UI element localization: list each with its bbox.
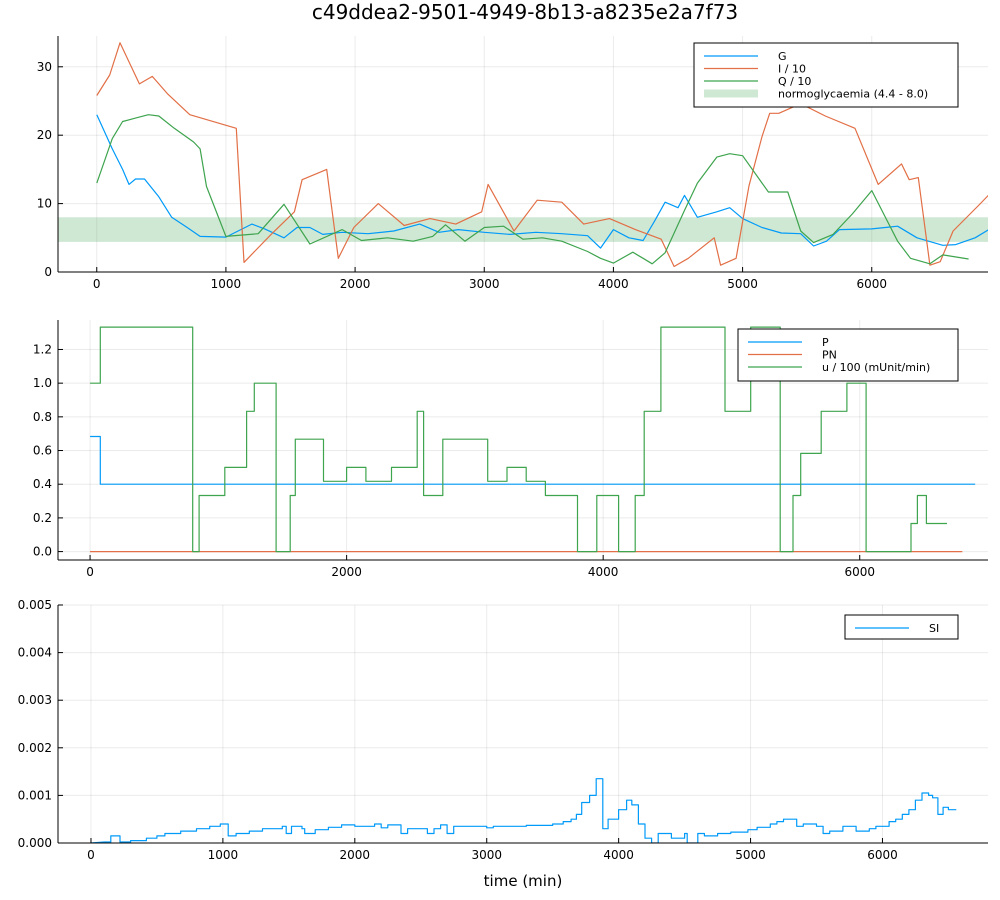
y-tick-label: 0.2 <box>33 511 52 525</box>
x-tick-label: 1000 <box>208 848 239 862</box>
figure-title: c49ddea2-9501-4949-8b13-a8235e2a7f73 <box>312 0 738 24</box>
legend-label: G <box>778 50 787 63</box>
legend-label: u / 100 (mUnit/min) <box>822 361 930 374</box>
series-line-p <box>90 435 976 485</box>
y-tick-label: 20 <box>37 128 52 142</box>
x-tick-label: 2000 <box>340 848 371 862</box>
x-tick-label: 1000 <box>211 277 242 291</box>
series-line-u-100-munit-min <box>90 326 947 553</box>
x-tick-label: 6000 <box>867 848 898 862</box>
legend-label: normoglycaemia (4.4 - 8.0) <box>778 88 928 101</box>
series-line-g <box>96 114 988 249</box>
x-tick-label: 2000 <box>340 277 371 291</box>
x-tick-label: 5000 <box>727 277 758 291</box>
y-tick-label: 0.001 <box>18 788 52 802</box>
x-tick-label: 2000 <box>331 565 362 579</box>
series-line-q-10 <box>96 114 969 265</box>
y-tick-label: 0.000 <box>18 836 52 850</box>
y-tick-label: 0.003 <box>18 693 52 707</box>
legend-label: P <box>822 336 829 349</box>
x-tick-label: 0 <box>93 277 101 291</box>
x-tick-label: 3000 <box>469 277 500 291</box>
legend: SI <box>844 614 959 640</box>
x-tick-label: 6000 <box>856 277 887 291</box>
y-tick-label: 30 <box>37 60 52 74</box>
legend-label: PN <box>822 349 837 362</box>
series-line-si <box>90 778 957 843</box>
legend-box <box>844 614 959 640</box>
legend-label: Q / 10 <box>778 75 811 88</box>
y-tick-label: 0.002 <box>18 741 52 755</box>
legend-label: SI <box>929 622 939 635</box>
chart-panel-1: 0 1000 2000 3000 4000 5000 6000 0 10 20 30 GI / 10Q… <box>37 36 988 291</box>
y-tick-label: 0 <box>44 265 52 279</box>
legend-label: I / 10 <box>778 63 806 76</box>
chart-panel-3: 0 1000 2000 3000 4000 5000 6000 0.000 0.001 0.002… <box>18 598 988 890</box>
legend-box <box>693 42 959 108</box>
y-tick-label: 0.005 <box>18 598 52 612</box>
x-tick-label: 0 <box>86 565 94 579</box>
y-tick-label: 0.6 <box>33 444 52 458</box>
y-tick-label: 10 <box>37 197 52 211</box>
y-tick-label: 0.8 <box>33 410 52 424</box>
y-tick-label: 1.2 <box>33 342 52 356</box>
x-axis-label: time (min) <box>484 872 563 890</box>
y-tick-label: 0.0 <box>33 545 52 559</box>
x-tick-label: 4000 <box>588 565 619 579</box>
x-tick-label: 4000 <box>598 277 629 291</box>
x-tick-label: 0 <box>87 848 95 862</box>
y-tick-label: 0.004 <box>18 646 52 660</box>
normoglycaemia-band <box>58 217 988 242</box>
x-tick-label: 5000 <box>735 848 766 862</box>
y-tick-label: 1.0 <box>33 376 52 390</box>
series-line-i-10 <box>96 42 988 268</box>
x-tick-label: 3000 <box>471 848 502 862</box>
x-tick-label: 6000 <box>844 565 875 579</box>
x-tick-label: 4000 <box>603 848 634 862</box>
y-tick-label: 0.4 <box>33 477 52 491</box>
legend-swatch <box>704 89 758 98</box>
